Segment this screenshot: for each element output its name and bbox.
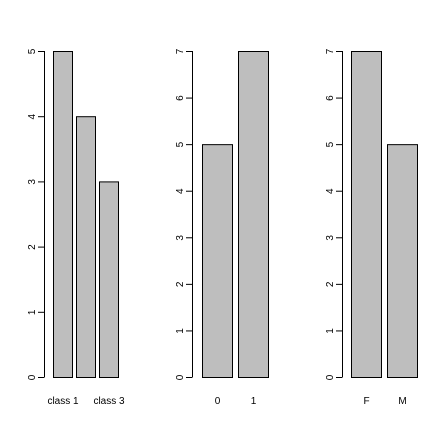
y-tick-label-3-3: 3 <box>325 235 336 241</box>
category-label-2-1: 0 <box>215 396 221 407</box>
category-label-1-3: class 3 <box>93 396 125 407</box>
chart-panel-1: 0 1 2 3 4 5 class 1 class 3 <box>27 48 125 407</box>
y-tick-label-3-5: 5 <box>325 141 336 147</box>
y-tick-label-3-4: 4 <box>325 188 336 194</box>
chart-panel-2: 0 1 2 3 4 5 6 7 0 1 <box>175 48 269 407</box>
y-tick-label-1-5: 5 <box>27 48 38 54</box>
y-tick-label-2-7: 7 <box>175 48 186 54</box>
y-tick-label-1-3: 3 <box>27 179 38 185</box>
y-tick-label-1-4: 4 <box>27 113 38 119</box>
y-tick-label-3-6: 6 <box>325 95 336 101</box>
category-label-3-1: F <box>363 396 369 407</box>
y-tick-label-2-2: 2 <box>175 281 186 287</box>
bar-3-2 <box>387 144 418 378</box>
y-tick-label-3-1: 1 <box>325 328 336 334</box>
chart-panels: 0 1 2 3 4 5 class 1 class 3 0 1 2 3 4 5 6 7 0 1 0 1 2 3 4 5 6 7 F M <box>27 48 418 407</box>
bar-1-3 <box>99 181 119 378</box>
y-tick-label-3-0: 0 <box>325 374 336 380</box>
category-label-3-2: M <box>398 396 406 407</box>
y-tick-label-2-6: 6 <box>175 95 186 101</box>
bar-2-1 <box>202 144 233 378</box>
y-tick-label-2-4: 4 <box>175 188 186 194</box>
y-tick-label-1-0: 0 <box>27 374 38 380</box>
y-tick-label-1-2: 2 <box>27 244 38 250</box>
bar-2-2 <box>238 51 269 378</box>
y-tick-label-2-3: 3 <box>175 235 186 241</box>
y-tick-label-1-1: 1 <box>27 309 38 315</box>
y-tick-label-3-7: 7 <box>325 48 336 54</box>
y-tick-label-2-1: 1 <box>175 328 186 334</box>
bar-1-2 <box>76 116 96 378</box>
bar-3-1 <box>351 51 382 378</box>
y-tick-label-2-5: 5 <box>175 141 186 147</box>
category-label-2-2: 1 <box>251 396 257 407</box>
bar-1-1 <box>53 51 73 378</box>
y-tick-label-2-0: 0 <box>175 374 186 380</box>
chart-panel-3: 0 1 2 3 4 5 6 7 F M <box>325 48 418 407</box>
category-label-1-1: class 1 <box>47 396 79 407</box>
y-tick-label-3-2: 2 <box>325 281 336 287</box>
